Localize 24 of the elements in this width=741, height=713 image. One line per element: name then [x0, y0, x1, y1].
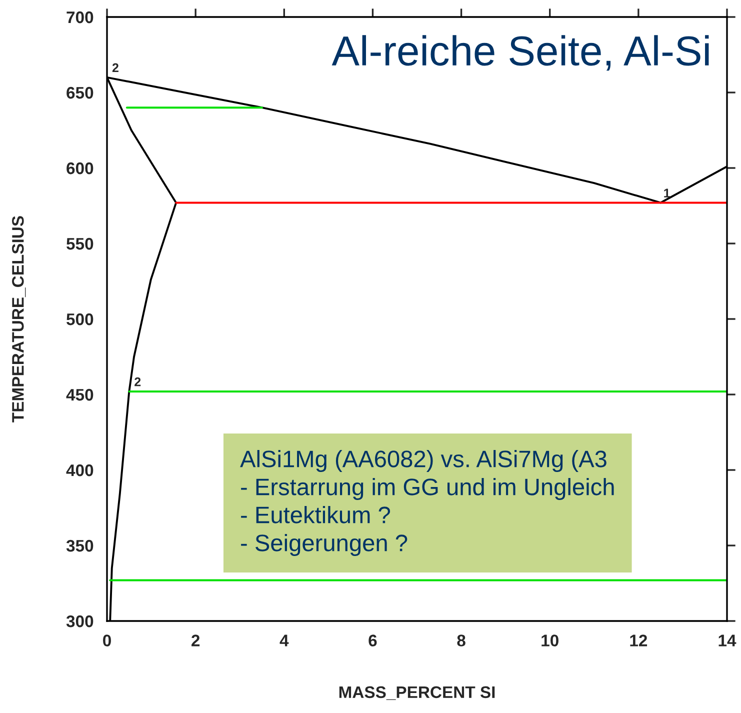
x-tick-label: 4	[280, 634, 289, 646]
y-axis-title: TEMPERATURE_CELSIUS	[12, 216, 26, 422]
y-tick-label: 500	[66, 313, 94, 326]
x-tick-label: 8	[457, 634, 466, 646]
annotation: 2	[112, 63, 118, 72]
chart-title: Al-reiche Seite, Al-Si	[332, 35, 709, 71]
y-tick-label: 650	[66, 86, 94, 99]
x-tick-label: 6	[368, 634, 377, 646]
y-tick-label: 600	[66, 162, 94, 174]
x-axis-title: MASS_PERCENT SI	[339, 686, 495, 700]
annotation: 1	[664, 188, 670, 198]
y-tick-label: 550	[66, 238, 94, 250]
y-tick-label: 400	[66, 464, 94, 476]
y-tick-label: 450	[66, 388, 94, 401]
annotation: 2	[134, 377, 141, 386]
x-tick-label: 10	[542, 634, 558, 646]
x-tick-label: 14	[718, 634, 736, 646]
annotation: AlSi1Mg (AA6082) vs. AlSi7Mg (A3 - Erstarrung im GG und im Ungleich - Eutektikum ? - Seigerungen ?	[240, 450, 614, 556]
y-tick-label: 350	[66, 540, 94, 552]
y-tick-label: 300	[66, 615, 94, 628]
x-tick-label: 2	[192, 634, 200, 646]
y-tick-label: 700	[66, 11, 94, 24]
x-tick-label: 0	[103, 634, 111, 646]
x-tick-label: 12	[630, 634, 648, 646]
